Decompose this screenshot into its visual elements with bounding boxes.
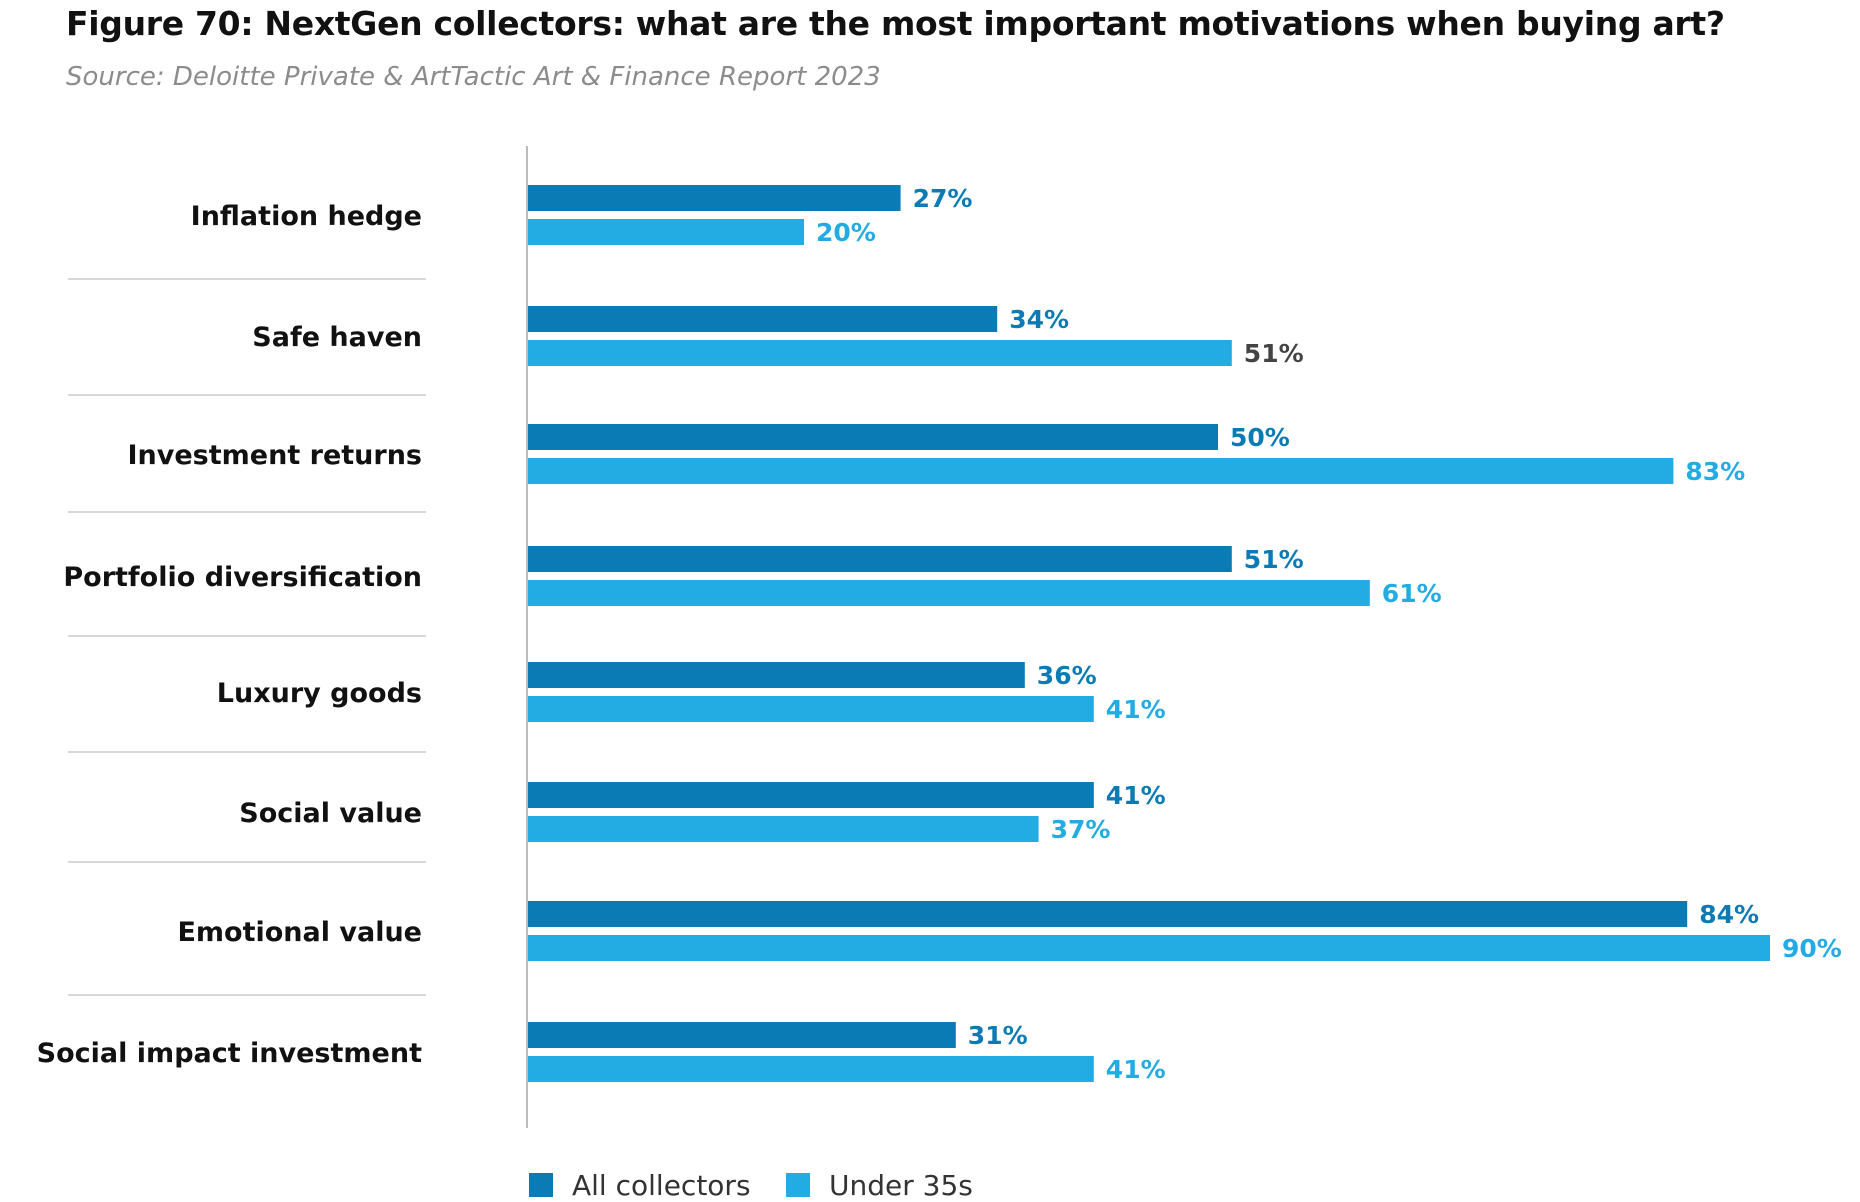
data-label: 90% xyxy=(1782,934,1842,963)
data-label: 84% xyxy=(1699,900,1759,929)
legend-item-all-collectors: All collectors xyxy=(529,1169,751,1202)
legend-item-under-35s: Under 35s xyxy=(786,1169,973,1202)
legend-swatch xyxy=(529,1173,553,1197)
bar-under-35s xyxy=(528,340,1232,366)
data-label: 50% xyxy=(1230,423,1290,452)
category-label: Emotional value xyxy=(177,917,422,948)
data-label: 51% xyxy=(1244,545,1304,574)
bar-under-35s xyxy=(528,219,804,245)
bar-all-collectors xyxy=(528,546,1232,572)
legend: All collectors Under 35s xyxy=(529,1169,973,1202)
bar-under-35s xyxy=(528,458,1674,484)
bar-all-collectors xyxy=(528,424,1218,450)
category-label: Inflation hedge xyxy=(191,201,422,232)
category-label: Investment returns xyxy=(128,440,423,471)
legend-label: Under 35s xyxy=(829,1169,973,1202)
bar-all-collectors xyxy=(528,662,1025,688)
legend-swatch xyxy=(786,1173,810,1197)
bar-under-35s xyxy=(528,580,1370,606)
data-label: 36% xyxy=(1037,661,1097,690)
chart-subtitle: Source: Deloitte Private & ArtTactic Art… xyxy=(66,62,881,92)
category-label: Luxury goods xyxy=(217,678,422,709)
data-label: 51% xyxy=(1244,339,1304,368)
chart-title: Figure 70: NextGen collectors: what are … xyxy=(66,4,1725,43)
data-label: 41% xyxy=(1106,695,1166,724)
data-label: 41% xyxy=(1106,1055,1166,1084)
data-label: 41% xyxy=(1106,781,1166,810)
data-label: 31% xyxy=(968,1021,1028,1050)
bar-under-35s xyxy=(528,1056,1094,1082)
category-label: Safe haven xyxy=(252,322,422,353)
bar-under-35s xyxy=(528,816,1039,842)
bar-all-collectors xyxy=(528,901,1688,927)
data-label: 37% xyxy=(1051,815,1111,844)
bar-all-collectors xyxy=(528,306,998,332)
legend-label: All collectors xyxy=(572,1169,751,1202)
data-label: 27% xyxy=(913,184,973,213)
bar-all-collectors xyxy=(528,1022,956,1048)
bars-layer: Inflation hedge 27% 20% Safe haven 34% 51% Inv… xyxy=(37,184,1842,1084)
data-label: 34% xyxy=(1009,305,1069,334)
bar-all-collectors xyxy=(528,782,1094,808)
data-label: 61% xyxy=(1382,579,1442,608)
separator-layer xyxy=(68,278,426,996)
data-label: 83% xyxy=(1685,457,1745,486)
category-label: Portfolio diversification xyxy=(63,562,422,593)
bar-all-collectors xyxy=(528,185,901,211)
bar-under-35s xyxy=(528,935,1770,961)
category-label: Social value xyxy=(239,798,422,829)
data-label: 20% xyxy=(816,218,876,247)
category-label: Social impact investment xyxy=(37,1038,422,1069)
bar-under-35s xyxy=(528,696,1094,722)
